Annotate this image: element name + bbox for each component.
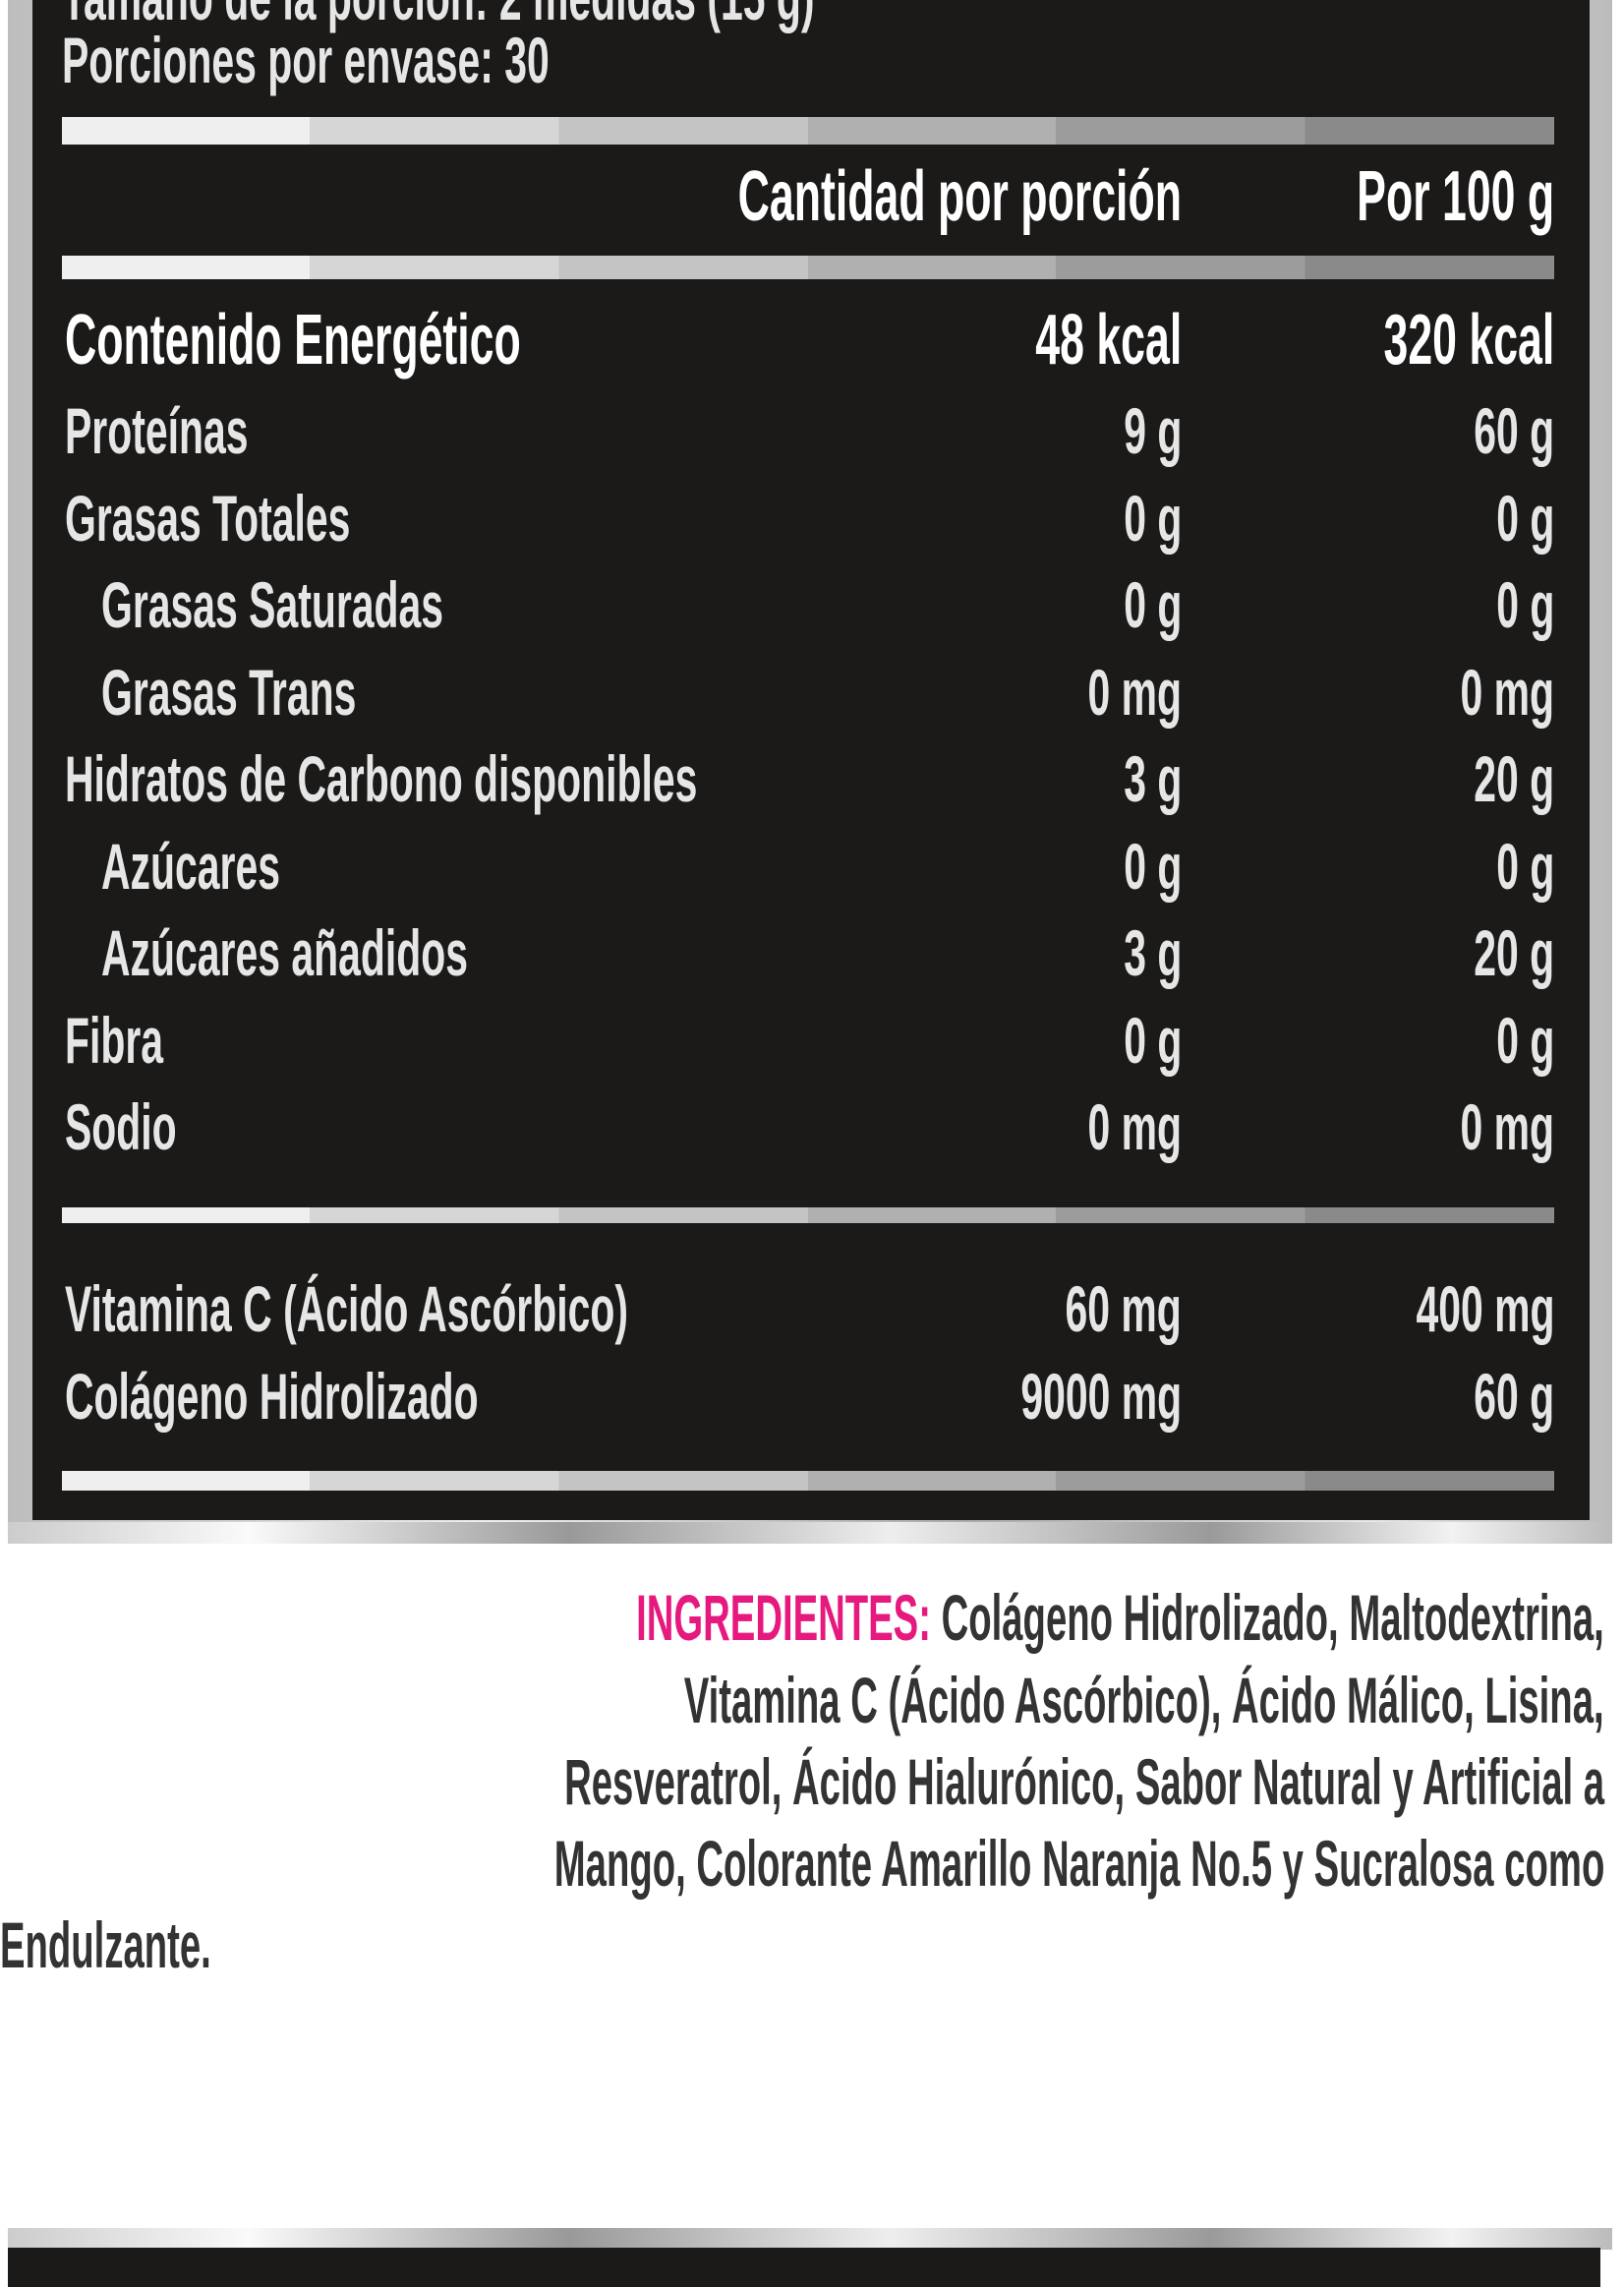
header-per-100g: Por 100 g: [1357, 157, 1554, 236]
per-100g-value: 60 g: [1474, 394, 1554, 467]
ingredients-text: Mango, Colorante Amarillo Naranja No.5 y…: [553, 1827, 1604, 1900]
per-serving-value: 0 g: [1123, 829, 1182, 903]
per-serving-value: 60 mg: [1065, 1272, 1182, 1345]
divider-bar: [62, 1471, 1554, 1491]
ingredients-text: Resveratrol, Ácido Hialurónico, Sabor Na…: [564, 1745, 1604, 1818]
per-100g-value: 0 g: [1495, 481, 1554, 555]
nutrient-name: Grasas Trans: [101, 655, 357, 729]
per-serving-value: 3 g: [1123, 916, 1182, 989]
servings-per-container: Porciones por envase: 30: [62, 24, 550, 96]
nutrient-name: Proteínas: [65, 394, 249, 467]
nutrient-name: Hidratos de Carbono disponibles: [65, 742, 698, 815]
nutrient-name: Azúcares añadidos: [101, 916, 468, 989]
ingredients-heading: INGREDIENTES:: [636, 1581, 932, 1654]
nutrient-name: Vitamina C (Ácido Ascórbico): [65, 1272, 628, 1345]
nutrient-name: Grasas Saturadas: [101, 568, 444, 641]
nutrient-name: Colágeno Hidrolizado: [65, 1360, 479, 1433]
per-100g-value: 20 g: [1474, 742, 1554, 815]
silver-band: [8, 2228, 1612, 2250]
nutrient-name: Azúcares: [101, 829, 280, 903]
ingredients-text: Endulzante.: [0, 1908, 211, 1981]
per-serving-value: 0 g: [1123, 481, 1182, 555]
nutrition-panel: [32, 0, 1590, 1520]
next-panel: [8, 2248, 1600, 2287]
ingredients-text: Colágeno Hidrolizado, Maltodextrina,: [941, 1581, 1604, 1654]
per-100g-value: 320 kcal: [1383, 301, 1554, 380]
per-serving-value: 0 mg: [1087, 1090, 1182, 1163]
nutrient-name: Fibra: [65, 1003, 164, 1077]
nutrient-name: Grasas Totales: [65, 481, 351, 555]
per-100g-value: 60 g: [1474, 1360, 1554, 1433]
per-serving-value: 0 g: [1123, 1003, 1182, 1077]
per-100g-value: 0 g: [1495, 568, 1554, 641]
header-per-serving: Cantidad por porción: [737, 157, 1182, 236]
nutrient-name: Contenido Energético: [65, 301, 521, 380]
per-serving-value: 0 mg: [1087, 655, 1182, 729]
per-serving-value: 0 g: [1123, 568, 1182, 641]
ingredients-line: INGREDIENTES: Colágeno Hidrolizado, Malt…: [0, 1585, 1604, 1650]
per-serving-value: 9 g: [1123, 394, 1182, 467]
per-100g-value: 0 g: [1495, 1003, 1554, 1077]
per-serving-value: 48 kcal: [1035, 301, 1182, 380]
per-serving-value: 9000 mg: [1020, 1360, 1182, 1433]
ingredients-line: Endulzante.: [0, 1912, 364, 1977]
ingredients-line: Mango, Colorante Amarillo Naranja No.5 y…: [0, 1831, 1604, 1896]
per-100g-value: 400 mg: [1415, 1272, 1554, 1345]
divider-bar: [62, 256, 1554, 279]
ingredients-line: Vitamina C (Ácido Ascórbico), Ácido Máli…: [18, 1668, 1604, 1732]
per-100g-value: 0 g: [1495, 829, 1554, 903]
nutrient-name: Sodio: [65, 1090, 177, 1163]
divider-bar: [62, 1207, 1554, 1223]
per-100g-value: 0 mg: [1460, 655, 1554, 729]
per-100g-value: 0 mg: [1460, 1090, 1554, 1163]
ingredients-line: Resveratrol, Ácido Hialurónico, Sabor Na…: [0, 1749, 1604, 1814]
serving-size: Tamaño de la porción: 2 medidas (15 g): [62, 0, 815, 29]
per-serving-value: 3 g: [1123, 742, 1182, 815]
ingredients-text: Vitamina C (Ácido Ascórbico), Ácido Máli…: [684, 1664, 1604, 1736]
silver-band: [8, 1522, 1612, 1544]
per-100g-value: 20 g: [1474, 916, 1554, 989]
divider-bar: [62, 117, 1554, 145]
